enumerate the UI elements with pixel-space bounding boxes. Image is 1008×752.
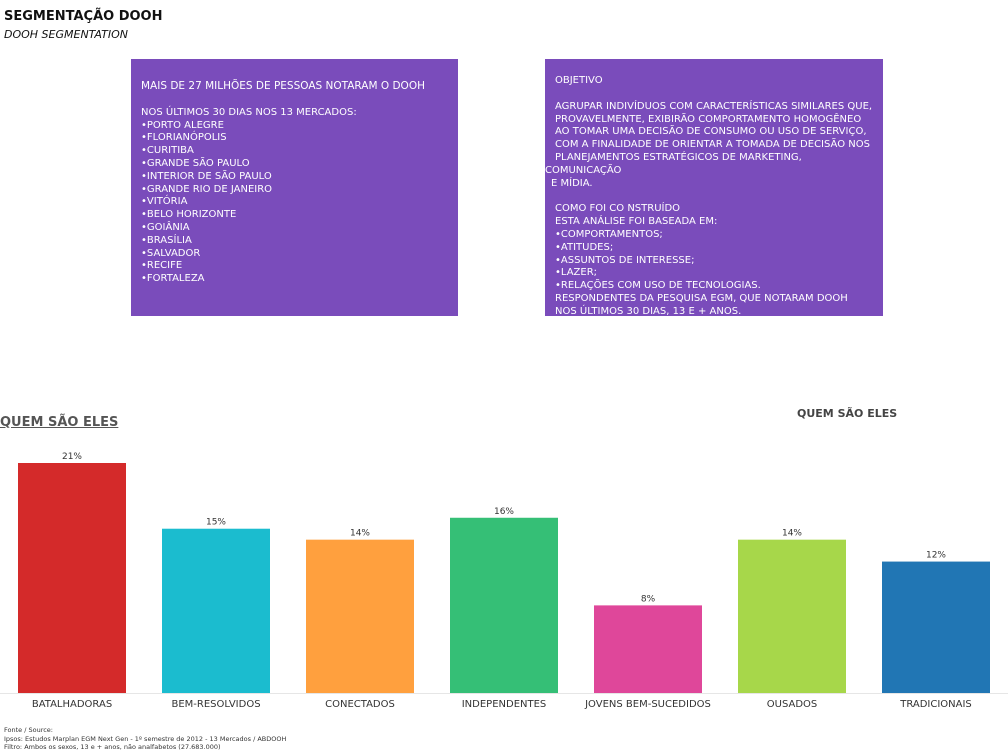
- category-label-conectados: CONECTADOS: [325, 699, 395, 710]
- method-item: COMPORTAMENTOS;: [555, 229, 875, 242]
- markets-subheading: NOS ÚLTIMOS 30 DIAS NOS 13 MERCADOS:: [141, 106, 357, 118]
- objective-line: AGRUPAR INDIVÍDUOS COM CARACTERÍSTICAS S…: [555, 100, 873, 112]
- bar-ousados: [738, 539, 846, 693]
- market-item: GOIÂNIA: [141, 222, 450, 235]
- value-label-jovens-bem-sucedidos: 8%: [641, 594, 656, 604]
- markets-list: PORTO ALEGRE FLORIANÓPOLIS CURITIBA GRAN…: [141, 120, 450, 286]
- category-label-jovens-bem-sucedidos: JOVENS BEM-SUCEDIDOS: [584, 699, 711, 710]
- respondents-line: RESPONDENTES DA PESQUISA EGM, QUE NOTARA…: [555, 292, 848, 304]
- value-label-tradicionais: 12%: [926, 551, 946, 561]
- objective-line: PROVAVELMENTE, EXIBIRÃO COMPORTAMENTO HO…: [555, 113, 862, 125]
- method-intro: ESTA ANÁLISE FOI BASEADA EM:: [555, 216, 718, 228]
- market-item: PORTO ALEGRE: [141, 120, 450, 133]
- objective-line: AO TOMAR UMA DECISÃO DE CONSUMO OU USO D…: [555, 126, 867, 138]
- audience-headline: MAIS DE 27 MILHÕES DE PESSOAS NOTARAM O …: [141, 80, 425, 92]
- market-item: FLORIANÓPOLIS: [141, 132, 450, 145]
- objective-line: COMUNICAÇÃO: [545, 164, 622, 176]
- method-list: COMPORTAMENTOS; ATITUDES; ASSUNTOS DE IN…: [555, 229, 875, 293]
- method-item: ATITUDES;: [555, 242, 875, 255]
- value-label-batalhadoras: 21%: [62, 452, 82, 462]
- segment-bar-chart: 21% BATALHADORAS 15% BEM-RESOLVIDOS 14% CONEC…: [0, 452, 1008, 710]
- bar-conectados: [306, 539, 414, 693]
- chart-title: QUEM SÃO ELES: [797, 407, 898, 420]
- category-label-bem-resolvidos: BEM-RESOLVIDOS: [171, 699, 260, 710]
- category-label-tradicionais: TRADICIONAIS: [899, 699, 972, 710]
- method-title: COMO FOI CO NSTRUÍDO: [555, 203, 681, 215]
- category-label-independentes: INDEPENDENTES: [462, 699, 547, 710]
- market-item: BELO HORIZONTE: [141, 209, 450, 222]
- market-item: GRANDE SÃO PAULO: [141, 158, 450, 171]
- objective-line: PLANEJAMENTOS ESTRATÉGICOS DE MARKETING,: [555, 151, 802, 163]
- method-item: ASSUNTOS DE INTERESSE;: [555, 255, 875, 268]
- market-item: GRANDE RIO DE JANEIRO: [141, 184, 450, 197]
- source-footer: Fonte / Source: Ipsos: Estudos Marplan E…: [4, 726, 286, 752]
- value-label-conectados: 14%: [350, 529, 370, 539]
- category-label-ousados: OUSADOS: [767, 699, 817, 710]
- market-item: CURITIBA: [141, 145, 450, 158]
- method-item: RELAÇÕES COM USO DE TECNOLOGIAS.: [555, 280, 875, 293]
- objective-heading: OBJETIVO: [555, 75, 603, 86]
- page-subtitle: DOOH SEGMENTATION: [4, 28, 128, 41]
- market-item: FORTALEZA: [141, 273, 450, 286]
- footer-line: Ipsos: Estudos Marplan EGM Next Gen - 1º…: [4, 734, 287, 743]
- market-item: SALVADOR: [141, 248, 450, 261]
- market-item: INTERIOR DE SÃO PAULO: [141, 171, 450, 184]
- objective-line: COM A FINALIDADE DE ORIENTAR A TOMADA DE…: [555, 139, 870, 151]
- bar-batalhadoras: [18, 463, 126, 693]
- value-label-independentes: 16%: [494, 507, 514, 517]
- bar-tradicionais: [882, 561, 990, 693]
- audience-summary-box: MAIS DE 27 MILHÕES DE PESSOAS NOTARAM O …: [131, 59, 458, 316]
- market-item: BRASÍLIA: [141, 235, 450, 248]
- footer-line: Filtro: Ambos os sexos, 13 e + anos, não…: [4, 743, 221, 751]
- market-item: RECIFE: [141, 260, 450, 273]
- objective-box: OBJETIVO AGRUPAR INDIVÍDUOS COM CARACTER…: [545, 59, 883, 316]
- objective-line: E MÍDIA.: [551, 177, 593, 189]
- bar-independentes: [450, 517, 558, 693]
- value-label-ousados: 14%: [782, 529, 802, 539]
- bar-bem-resolvidos: [162, 528, 270, 693]
- bar-jovens-bem-sucedidos: [594, 605, 702, 693]
- footer-line: Fonte / Source:: [4, 726, 53, 734]
- respondents-line: NOS ÚLTIMOS 30 DIAS, 13 E + ANOS.: [555, 305, 742, 316]
- method-item: LAZER;: [555, 267, 875, 280]
- value-label-bem-resolvidos: 15%: [206, 518, 226, 528]
- section-title: QUEM SÃO ELES: [0, 415, 119, 430]
- page-title: SEGMENTAÇÃO DOOH: [4, 9, 163, 24]
- category-label-batalhadoras: BATALHADORAS: [32, 699, 112, 710]
- market-item: VITÓRIA: [141, 196, 450, 209]
